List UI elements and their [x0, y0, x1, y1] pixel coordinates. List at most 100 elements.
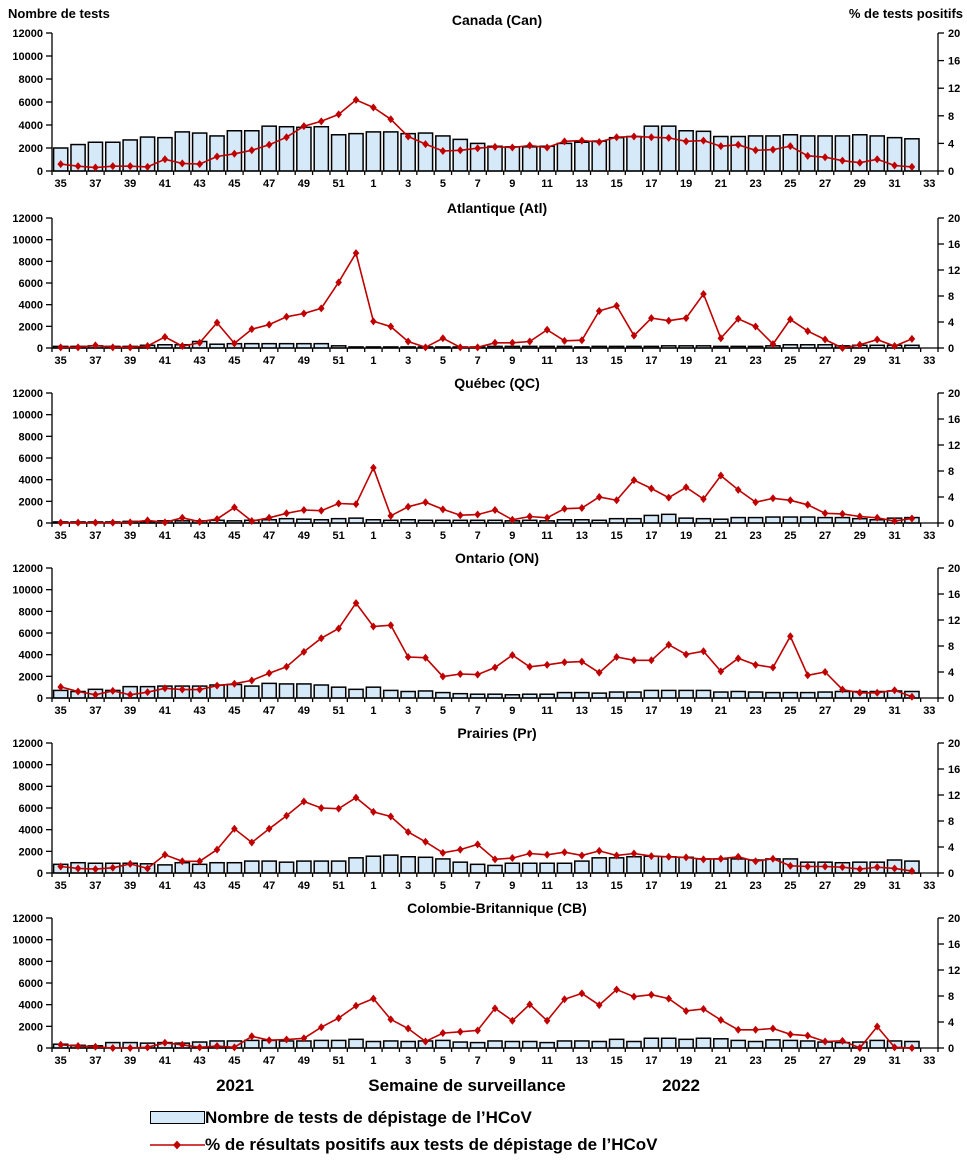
data-point [648, 990, 655, 999]
data-point [456, 146, 464, 155]
data-point [213, 1042, 221, 1051]
y-left-tick-label: 10000 [12, 51, 43, 63]
y-left-tick-label: 8000 [19, 74, 43, 86]
data-point [317, 304, 325, 313]
data-point [717, 667, 725, 676]
x-tick-label: 29 [854, 880, 866, 892]
bar [261, 682, 277, 699]
y-left-tick-label: 0 [37, 693, 43, 705]
bar [660, 1037, 677, 1049]
x-tick-label: 43 [194, 530, 206, 542]
data-point [196, 517, 203, 526]
data-point [578, 136, 586, 145]
x-tick-label: 11 [541, 705, 553, 717]
x-tick-label: 13 [576, 530, 588, 542]
x-tick-label: 43 [194, 705, 206, 717]
x-tick-label: 1 [370, 705, 376, 717]
x-tick-label: 37 [89, 880, 101, 892]
data-point [335, 624, 342, 633]
data-point [231, 679, 238, 688]
x-tick-label: 43 [194, 355, 206, 367]
data-point [92, 1042, 99, 1051]
data-point [300, 1034, 308, 1043]
data-point [300, 506, 308, 514]
x-tick-label: 7 [475, 355, 481, 367]
y-right-tick-label: 4 [948, 667, 955, 679]
bar [521, 862, 538, 874]
data-point [57, 1040, 64, 1049]
y-left-tick-label: 0 [37, 166, 43, 178]
panel-prairies: Prairies (Pr) 0 2000 4000 6000 8000 10000 1200… [0, 721, 967, 896]
data-point [126, 518, 134, 527]
data-point [717, 854, 725, 863]
data-point [57, 518, 64, 527]
data-point [144, 688, 151, 697]
bar [643, 689, 660, 699]
data-point [283, 811, 290, 820]
x-tick-label: 7 [475, 1055, 481, 1067]
data-point [335, 1014, 342, 1023]
data-point [439, 146, 447, 155]
data-point [787, 861, 794, 870]
data-point [126, 690, 134, 699]
x-tick-label: 5 [440, 355, 446, 367]
data-point [891, 864, 898, 873]
bar [243, 860, 260, 874]
bar [556, 142, 573, 172]
x-tick-label: 15 [610, 355, 622, 367]
x-tick-label: 25 [784, 355, 796, 367]
y-left-tick-label: 8000 [19, 431, 43, 443]
axes [46, 742, 944, 877]
data-point [648, 133, 655, 142]
bar [313, 684, 330, 699]
data-point [283, 662, 290, 671]
data-point [908, 692, 916, 701]
data-point [387, 511, 395, 520]
data-point [613, 496, 620, 505]
y-right-tick-label: 12 [948, 440, 960, 452]
y-right-tick-label: 20 [948, 913, 960, 925]
data-point [717, 142, 725, 151]
data-point [856, 340, 864, 349]
y-left-tick-label: 6000 [19, 453, 43, 465]
x-tick-label: 5 [440, 1055, 446, 1067]
data-point [734, 485, 742, 494]
data-point [561, 658, 568, 667]
y-right-tick-label: 0 [948, 693, 954, 705]
data-point [839, 509, 846, 518]
bar [556, 862, 573, 874]
x-tick-label: 29 [854, 355, 866, 367]
data-point [404, 653, 412, 662]
x-tick-label: 27 [819, 178, 831, 190]
data-point [57, 862, 64, 871]
x-tick-label: 47 [263, 705, 275, 717]
bar [626, 135, 642, 172]
data-point [526, 337, 534, 346]
y-right-tick-label: 12 [948, 790, 960, 802]
data-point [422, 1037, 429, 1046]
data-point [769, 663, 777, 672]
bar [348, 857, 364, 874]
x-tick-label: 19 [680, 530, 692, 542]
x-tick-label: 25 [784, 1055, 796, 1067]
data-point [543, 1016, 551, 1025]
y-right-tick-label: 8 [948, 641, 954, 653]
data-point [109, 1044, 117, 1052]
bar [747, 1040, 764, 1049]
data-point [317, 1023, 325, 1032]
x-tick-label: 17 [645, 1055, 657, 1067]
x-tick-label: 49 [298, 880, 310, 892]
bar [330, 860, 347, 874]
data-point [352, 793, 360, 802]
bar [730, 690, 747, 699]
data-point [231, 824, 238, 833]
bar [435, 858, 451, 874]
bar [765, 1039, 781, 1049]
x-tick-label: 49 [298, 355, 310, 367]
x-tick-label: 33 [923, 530, 935, 542]
y-left-tick-label: 10000 [12, 935, 43, 947]
data-point [248, 1032, 256, 1041]
data-point [873, 688, 881, 697]
y-left-tick-label: 2000 [19, 1021, 43, 1033]
data-point [665, 640, 673, 649]
